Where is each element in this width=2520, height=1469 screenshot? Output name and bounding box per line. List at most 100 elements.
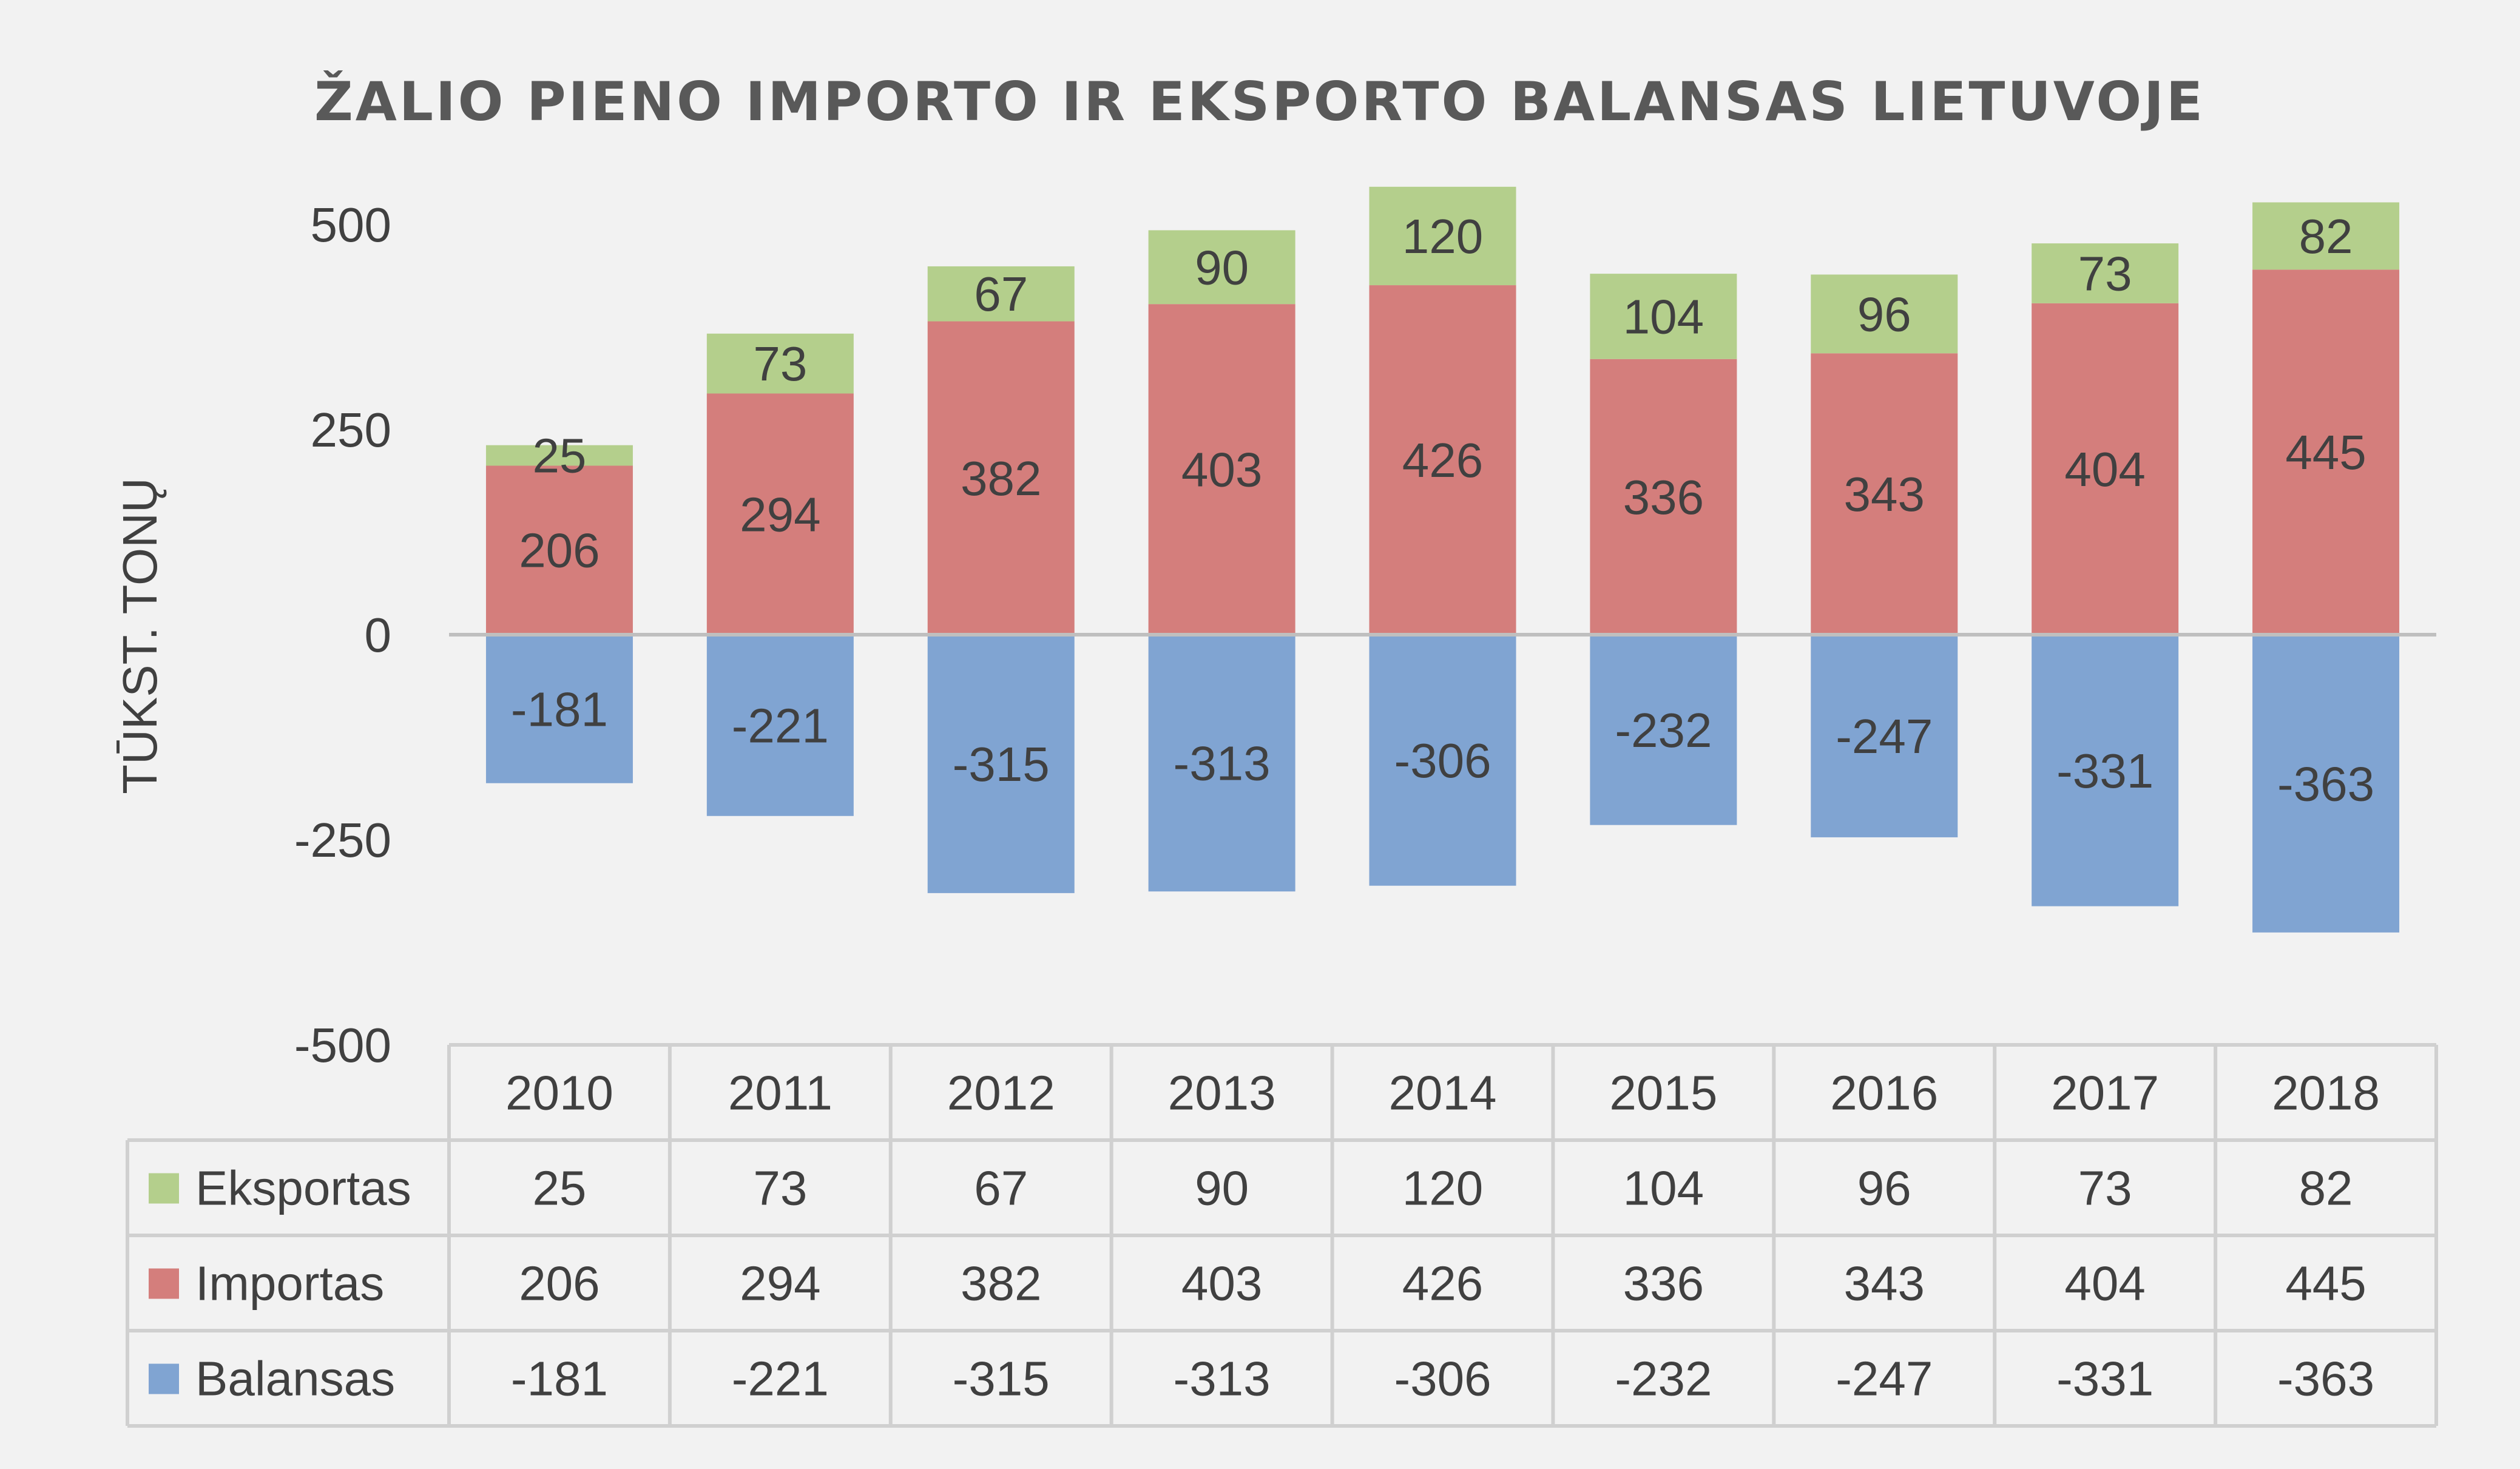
table-cell: 120 [1402, 1161, 1483, 1215]
chart-title: ŽALIO PIENO IMPORTO IR EKSPORTO BALANSAS… [314, 70, 2205, 133]
bar-importas [2032, 303, 2179, 635]
table-cell: -221 [732, 1352, 829, 1406]
bar-balansas [706, 635, 854, 816]
bar-labels: 25 206 -181 73 294 -221 67 382 -315 90 403 -313 120 4… [511, 209, 2374, 811]
table-cell: -247 [1836, 1352, 1933, 1406]
bar-importas [927, 321, 1075, 635]
bar-eksportas [927, 266, 1075, 322]
table-cell: -313 [1174, 1352, 1271, 1406]
data-label-eksportas: 96 [1857, 287, 1911, 341]
data-label-importas: 294 [740, 487, 820, 541]
bar-eksportas [2252, 202, 2400, 270]
table-cell: 104 [1623, 1161, 1704, 1215]
data-label-importas: 445 [2285, 425, 2366, 479]
data-label-eksportas: 104 [1623, 289, 1704, 343]
bar-eksportas [1148, 230, 1295, 305]
table-cell: -306 [1394, 1352, 1491, 1406]
table-cell: -181 [511, 1352, 608, 1406]
bar-balansas [1811, 635, 1958, 837]
table-cell: 403 [1181, 1257, 1262, 1311]
data-label-importas: 206 [519, 524, 600, 578]
bar-importas [1811, 353, 1958, 635]
y-tick-label: 250 [311, 403, 391, 457]
y-axis: 500 250 0 -250 -500 [294, 198, 391, 1072]
x-tick-label: 2016 [1830, 1066, 1938, 1120]
data-label-balansas: -306 [1394, 734, 1491, 788]
data-label-balansas: -331 [2056, 744, 2153, 798]
bar-importas [2252, 269, 2400, 635]
y-tick-label: -500 [294, 1018, 391, 1072]
legend-label: Eksportas [195, 1161, 411, 1215]
data-label-eksportas: 82 [2299, 209, 2353, 263]
data-label-balansas: -221 [732, 698, 829, 752]
table-cell: 90 [1195, 1161, 1249, 1215]
legend-swatch [149, 1363, 179, 1394]
table-cell: 336 [1623, 1257, 1704, 1311]
bar-balansas [1590, 635, 1737, 825]
x-tick-label: 2013 [1168, 1066, 1276, 1120]
data-table: 2010 2011 2012 2013 2014 2015 2016 2017 2018 Eksp… [126, 1043, 2438, 1428]
legend-swatch [149, 1173, 179, 1204]
data-label-balansas: -363 [2277, 757, 2374, 811]
data-label-eksportas: 90 [1195, 240, 1249, 294]
bar-eksportas [1369, 186, 1516, 286]
data-label-eksportas: 73 [753, 337, 807, 391]
table-cell: 73 [753, 1161, 807, 1215]
bar-balansas [927, 635, 1075, 893]
table-cell: 343 [1844, 1257, 1925, 1311]
x-tick-label: 2012 [947, 1066, 1055, 1120]
data-label-balansas: -315 [953, 737, 1050, 791]
data-label-importas: 382 [961, 451, 1041, 505]
table-cell: 404 [2064, 1257, 2145, 1311]
x-tick-label: 2015 [1609, 1066, 1717, 1120]
x-tick-label: 2014 [1389, 1066, 1497, 1120]
data-label-balansas: -313 [1174, 737, 1271, 791]
table-cell: 67 [974, 1161, 1028, 1215]
bar-balansas [485, 635, 633, 783]
bar-importas [706, 393, 854, 635]
bar-importas [1369, 285, 1516, 635]
bar-importas [485, 465, 633, 635]
table-cell: 73 [2078, 1161, 2132, 1215]
table-cell: 382 [961, 1257, 1041, 1311]
bar-eksportas [2032, 243, 2179, 303]
data-label-eksportas: 73 [2078, 246, 2132, 300]
y-tick-label: 500 [311, 198, 391, 252]
data-label-importas: 343 [1844, 467, 1925, 521]
bar-importas [1148, 304, 1295, 635]
table-cell: 445 [2285, 1257, 2366, 1311]
bar-balansas [2032, 635, 2179, 907]
data-label-balansas: -232 [1615, 703, 1712, 757]
x-tick-label: 2011 [728, 1066, 833, 1120]
x-tick-label: 2017 [2051, 1066, 2159, 1120]
bar-eksportas [485, 445, 633, 466]
data-label-balansas: -247 [1836, 709, 1933, 763]
table-cell: 82 [2299, 1161, 2353, 1215]
table-cell: 294 [740, 1257, 820, 1311]
data-label-eksportas: 120 [1402, 209, 1483, 263]
table-cell: -363 [2277, 1352, 2374, 1406]
data-label-eksportas: 67 [974, 267, 1028, 321]
x-tick-label: 2010 [505, 1066, 613, 1120]
table-cell: 426 [1402, 1257, 1483, 1311]
table-cell: -315 [953, 1352, 1050, 1406]
bars [485, 186, 2400, 933]
bar-eksportas [1811, 274, 1958, 354]
legend-label: Importas [195, 1257, 384, 1311]
table-cell: -331 [2056, 1352, 2153, 1406]
data-label-importas: 426 [1402, 433, 1483, 487]
bar-balansas [1148, 635, 1295, 892]
bar-eksportas [706, 333, 854, 394]
table-cell: -232 [1615, 1352, 1712, 1406]
bar-eksportas [1590, 274, 1737, 359]
table-cell: 206 [519, 1257, 600, 1311]
table-cell: 25 [532, 1161, 586, 1215]
y-tick-label: -250 [294, 813, 391, 867]
data-label-importas: 336 [1623, 470, 1704, 524]
data-label-balansas: -181 [511, 682, 608, 736]
y-axis-label: TŪKST. TONŲ [113, 478, 167, 794]
bar-balansas [2252, 635, 2400, 933]
legend-label: Balansas [195, 1352, 395, 1406]
data-label-importas: 404 [2064, 442, 2145, 496]
